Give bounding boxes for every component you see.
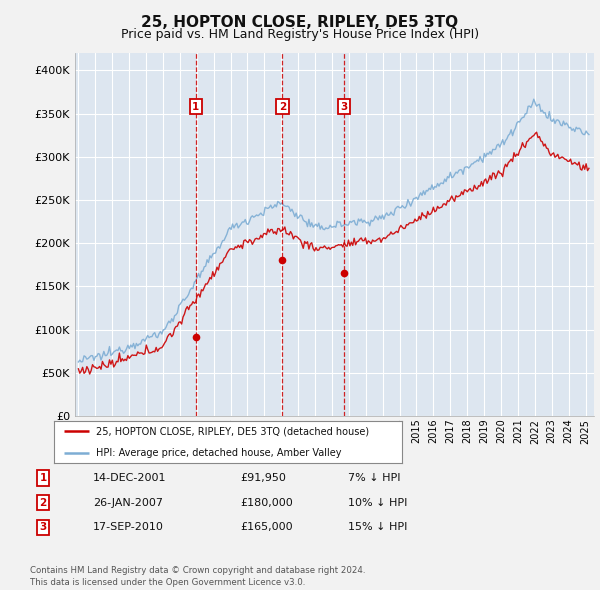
Text: 2: 2 [279,101,286,112]
Text: 3: 3 [40,523,47,532]
Text: 1: 1 [192,101,199,112]
Text: £165,000: £165,000 [240,523,293,532]
Text: HPI: Average price, detached house, Amber Valley: HPI: Average price, detached house, Ambe… [96,448,341,457]
Text: Price paid vs. HM Land Registry's House Price Index (HPI): Price paid vs. HM Land Registry's House … [121,28,479,41]
Text: 25, HOPTON CLOSE, RIPLEY, DE5 3TQ: 25, HOPTON CLOSE, RIPLEY, DE5 3TQ [142,15,458,30]
Text: 7% ↓ HPI: 7% ↓ HPI [348,473,401,483]
Text: £180,000: £180,000 [240,498,293,507]
Text: 10% ↓ HPI: 10% ↓ HPI [348,498,407,507]
Text: 1: 1 [40,473,47,483]
Text: 2: 2 [40,498,47,507]
Text: 14-DEC-2001: 14-DEC-2001 [93,473,167,483]
Text: 17-SEP-2010: 17-SEP-2010 [93,523,164,532]
Text: 15% ↓ HPI: 15% ↓ HPI [348,523,407,532]
Text: 25, HOPTON CLOSE, RIPLEY, DE5 3TQ (detached house): 25, HOPTON CLOSE, RIPLEY, DE5 3TQ (detac… [96,427,369,436]
Text: 3: 3 [340,101,347,112]
Text: Contains HM Land Registry data © Crown copyright and database right 2024.
This d: Contains HM Land Registry data © Crown c… [30,566,365,587]
Text: 26-JAN-2007: 26-JAN-2007 [93,498,163,507]
Text: £91,950: £91,950 [240,473,286,483]
